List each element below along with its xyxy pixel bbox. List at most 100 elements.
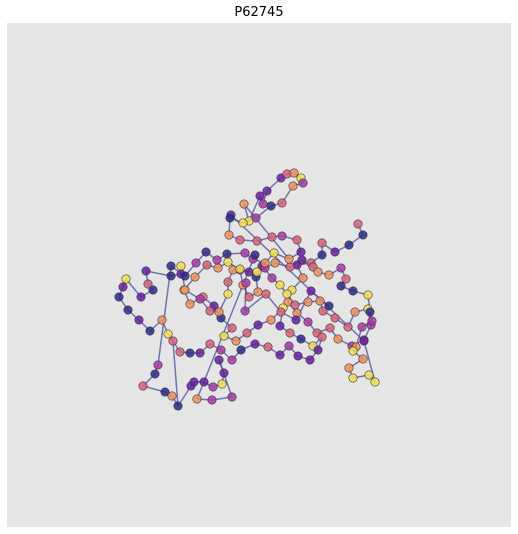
residue-node xyxy=(317,250,327,260)
residue-node xyxy=(317,238,327,248)
residue-node xyxy=(185,348,195,358)
residue-node xyxy=(123,305,133,315)
residue-node xyxy=(244,267,254,277)
residue-node xyxy=(252,267,262,277)
residue-node xyxy=(214,355,224,365)
residue-node xyxy=(199,377,209,387)
residue-node xyxy=(180,271,190,281)
residue-node xyxy=(285,262,295,272)
residue-node xyxy=(143,279,153,289)
residue-node xyxy=(370,377,380,387)
residue-node xyxy=(114,292,124,302)
residue-node xyxy=(190,272,200,282)
residue-node xyxy=(277,198,287,208)
bond-line xyxy=(248,195,261,222)
bond-line xyxy=(218,359,233,398)
residue-node xyxy=(267,232,277,242)
residue-node xyxy=(282,289,292,299)
residue-node xyxy=(315,296,325,306)
residue-node xyxy=(157,315,167,325)
residue-node xyxy=(223,289,233,299)
residue-node xyxy=(134,315,144,325)
residue-node xyxy=(189,377,199,387)
residue-node xyxy=(293,351,303,361)
residue-node xyxy=(223,277,233,287)
residue-node xyxy=(180,285,190,295)
residue-node xyxy=(357,322,367,332)
residue-node xyxy=(225,213,235,223)
residue-node xyxy=(284,341,294,351)
residue-node xyxy=(255,191,265,201)
residue-node xyxy=(263,342,273,352)
residue-node xyxy=(291,315,301,325)
residue-node xyxy=(223,257,233,267)
residue-node xyxy=(121,274,131,284)
bond-line xyxy=(230,214,365,342)
residue-node xyxy=(227,355,237,365)
residue-node xyxy=(160,387,170,397)
residue-node xyxy=(305,355,315,365)
residue-node xyxy=(260,258,270,268)
residue-node xyxy=(192,394,202,404)
residue-node xyxy=(289,168,299,178)
residue-node xyxy=(163,329,173,339)
residue-node xyxy=(298,178,308,188)
residue-node xyxy=(185,299,195,309)
residue-node xyxy=(330,247,340,257)
residue-node xyxy=(222,249,232,259)
residue-node xyxy=(240,306,250,316)
residue-node xyxy=(303,297,313,307)
residue-node xyxy=(253,320,263,330)
residue-node xyxy=(353,219,363,229)
residue-node xyxy=(364,370,374,380)
residue-node xyxy=(231,336,241,346)
residue-node xyxy=(250,339,260,349)
residue-node xyxy=(236,345,246,355)
residue-node xyxy=(276,307,286,317)
residue-node xyxy=(290,300,300,310)
residue-node xyxy=(344,240,354,250)
residue-node xyxy=(344,363,354,373)
residue-node xyxy=(239,199,249,209)
residue-node xyxy=(240,248,250,258)
residue-node xyxy=(258,199,268,209)
residue-node xyxy=(313,267,323,277)
residue-node xyxy=(167,391,177,401)
residue-node xyxy=(214,307,224,317)
residue-node xyxy=(277,231,287,241)
residue-node xyxy=(275,321,285,331)
residue-node xyxy=(227,323,237,333)
residue-node xyxy=(348,346,358,356)
residue-node xyxy=(136,292,146,302)
residue-node xyxy=(252,236,262,246)
residue-node xyxy=(325,323,335,333)
residue-node xyxy=(242,328,252,338)
residue-node xyxy=(173,401,183,411)
residue-node xyxy=(367,316,377,326)
residue-node xyxy=(365,307,375,317)
residue-node xyxy=(288,181,298,191)
residue-node xyxy=(244,292,254,302)
residue-node xyxy=(148,285,158,295)
residue-node xyxy=(205,306,215,316)
residue-node xyxy=(207,395,217,405)
residue-node xyxy=(313,345,323,355)
residue-node xyxy=(269,248,279,258)
residue-node xyxy=(201,247,211,257)
residue-node xyxy=(358,230,368,240)
residue-node xyxy=(348,286,358,296)
bond-line xyxy=(172,340,179,407)
residue-node xyxy=(275,350,285,360)
residue-node xyxy=(284,254,294,264)
residue-node xyxy=(241,278,251,288)
residue-node xyxy=(213,263,223,273)
residue-node xyxy=(275,280,285,290)
residue-node xyxy=(145,326,155,336)
bond-line xyxy=(244,293,267,312)
residue-node xyxy=(343,322,353,332)
residue-node xyxy=(296,247,306,257)
residue-node xyxy=(175,347,185,357)
residue-node xyxy=(358,354,368,364)
residue-node xyxy=(285,328,295,338)
